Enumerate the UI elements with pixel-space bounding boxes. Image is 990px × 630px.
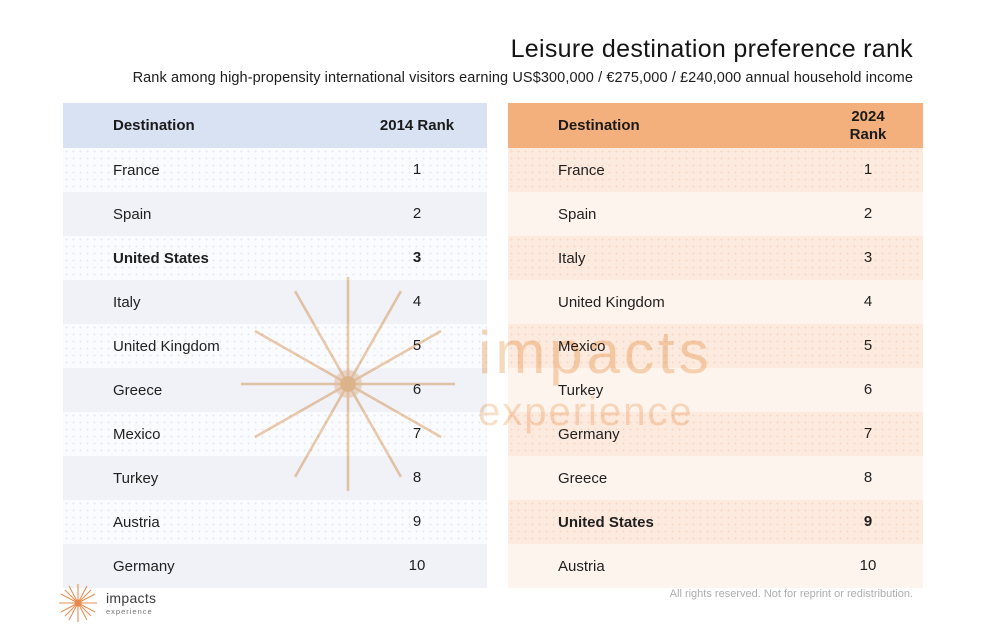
- destination-cell: Italy: [558, 249, 586, 267]
- rank-table-2014: Destination 2014 Rank France 1 Spain 2 United …: [63, 103, 487, 588]
- rank-cell: 3: [863, 249, 873, 267]
- logo-brand-text: impacts: [106, 590, 157, 606]
- destination-cell: United States: [113, 249, 209, 267]
- table-row: Spain 2: [508, 192, 923, 236]
- destination-cell: United States: [558, 513, 654, 531]
- rank-cell: 2: [412, 205, 422, 223]
- column-header-destination: Destination: [558, 117, 640, 134]
- table-row: Italy 4: [63, 280, 487, 324]
- destination-cell: Turkey: [113, 469, 159, 487]
- rank-table-2024: Destination 2024 Rank France 1 Spain 2 Italy 3 U…: [508, 103, 923, 588]
- rank-cell: 3: [412, 249, 422, 267]
- column-header-rank: 2024 Rank: [813, 108, 923, 143]
- column-header-rank-label: 2014 Rank: [379, 116, 455, 134]
- page-subtitle: Rank among high-propensity international…: [132, 70, 913, 86]
- rank-cell: 10: [859, 557, 877, 575]
- rank-cell: 1: [863, 161, 873, 179]
- rank-cell: 6: [863, 381, 873, 399]
- rank-cell: 2: [863, 205, 873, 223]
- table-row: Germany 7: [508, 412, 923, 456]
- table-row: France 1: [63, 148, 487, 192]
- table-header-row: Destination 2024 Rank: [508, 103, 923, 148]
- destination-cell: Spain: [113, 205, 152, 223]
- rank-cell: 7: [412, 425, 422, 443]
- column-header-rank-label: 2024 Rank: [849, 108, 887, 143]
- rank-cell: 9: [412, 513, 422, 531]
- destination-cell: Austria: [113, 513, 160, 531]
- table-row: Greece 8: [508, 456, 923, 500]
- destination-cell: United Kingdom: [113, 337, 220, 355]
- logo-starburst-icon: [59, 584, 97, 622]
- table-row: United States 9: [508, 500, 923, 544]
- table-row: Turkey 6: [508, 368, 923, 412]
- table-row: Mexico 5: [508, 324, 923, 368]
- destination-cell: Spain: [558, 205, 597, 223]
- destination-cell: Austria: [558, 557, 605, 575]
- column-header-rank: 2014 Rank: [347, 117, 487, 134]
- rank-cell: 5: [412, 337, 422, 355]
- page-title: Leisure destination preference rank: [510, 35, 913, 63]
- destination-cell: Greece: [558, 469, 608, 487]
- rank-cell: 9: [863, 513, 873, 531]
- destination-cell: Germany: [558, 425, 620, 443]
- logo: impacts experience: [57, 582, 156, 624]
- destination-cell: France: [113, 161, 160, 179]
- table-row: Greece 6: [63, 368, 487, 412]
- table-row: United Kingdom 5: [63, 324, 487, 368]
- destination-cell: France: [558, 161, 605, 179]
- table-row: Germany 10: [63, 544, 487, 588]
- destination-cell: United Kingdom: [558, 293, 665, 311]
- table-row: Austria 10: [508, 544, 923, 588]
- rank-cell: 5: [863, 337, 873, 355]
- table-row: United Kingdom 4: [508, 280, 923, 324]
- table-row: Italy 3: [508, 236, 923, 280]
- table-row: Turkey 8: [63, 456, 487, 500]
- destination-cell: Mexico: [558, 337, 606, 355]
- logo-brand-subtext: experience: [106, 607, 153, 616]
- destination-cell: Greece: [113, 381, 163, 399]
- rank-cell: 4: [412, 293, 422, 311]
- table-row: Spain 2: [63, 192, 487, 236]
- table-header-row: Destination 2014 Rank: [63, 103, 487, 148]
- table-row: United States 3: [63, 236, 487, 280]
- rights-notice: All rights reserved. Not for reprint or …: [669, 588, 913, 600]
- table-row: Mexico 7: [63, 412, 487, 456]
- destination-cell: Italy: [113, 293, 141, 311]
- destination-cell: Mexico: [113, 425, 161, 443]
- rank-cell: 8: [863, 469, 873, 487]
- rank-cell: 4: [863, 293, 873, 311]
- table-row: Austria 9: [63, 500, 487, 544]
- rank-cell: 8: [412, 469, 422, 487]
- column-header-destination: Destination: [113, 117, 195, 134]
- destination-cell: Turkey: [558, 381, 604, 399]
- rank-cell: 1: [412, 161, 422, 179]
- table-row: France 1: [508, 148, 923, 192]
- rank-cell: 6: [412, 381, 422, 399]
- destination-cell: Germany: [113, 557, 175, 575]
- rank-cell: 7: [863, 425, 873, 443]
- rank-cell: 10: [408, 557, 426, 575]
